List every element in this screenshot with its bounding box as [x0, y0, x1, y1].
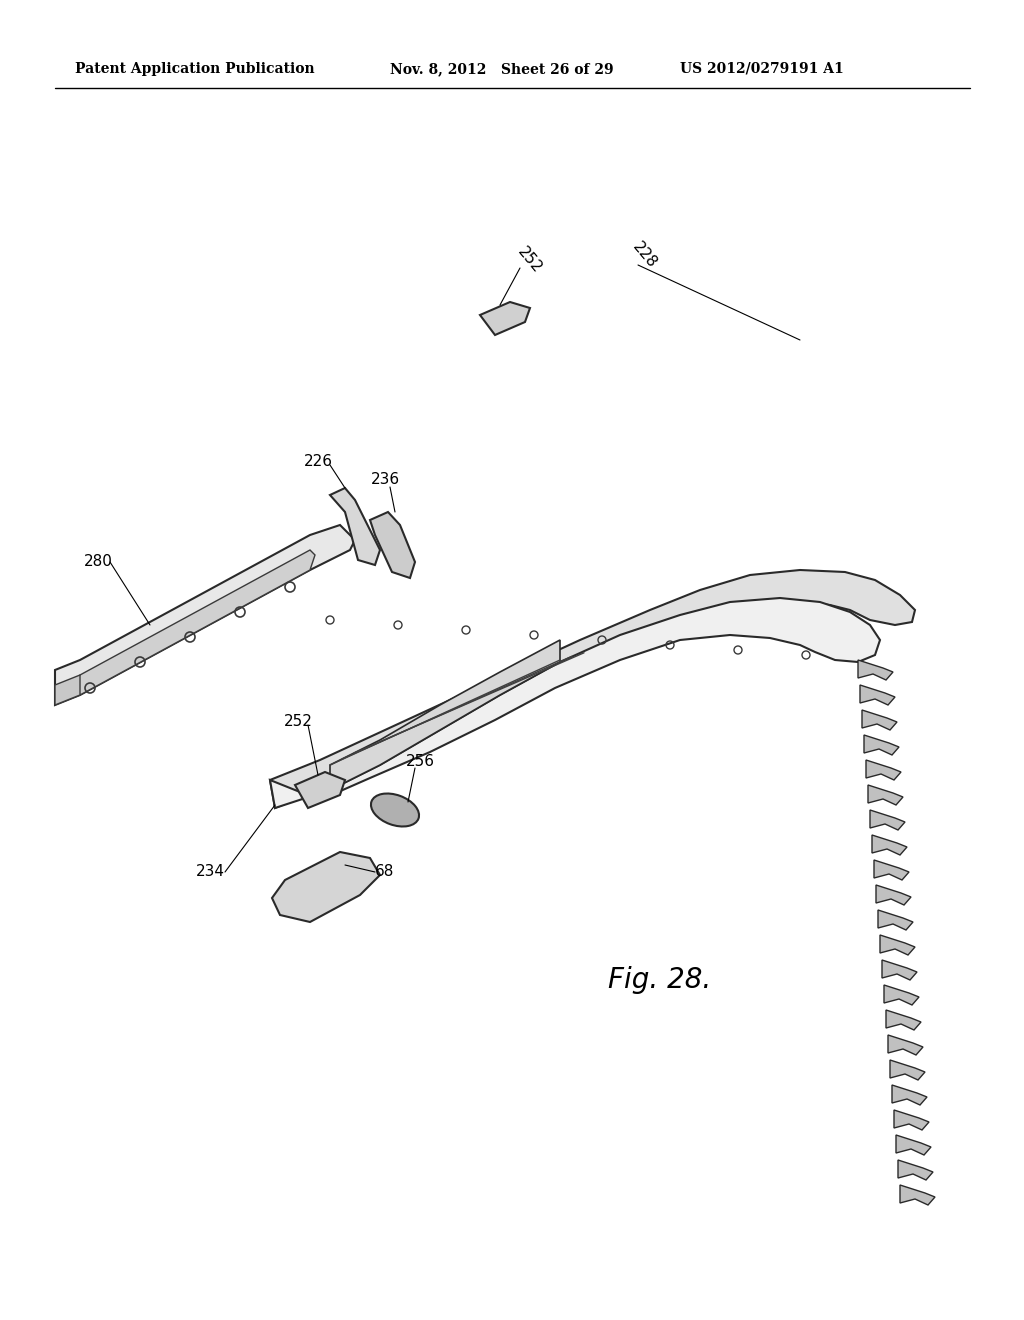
- Text: Fig. 28.: Fig. 28.: [608, 966, 712, 994]
- Ellipse shape: [371, 793, 419, 826]
- Polygon shape: [75, 550, 315, 696]
- Polygon shape: [896, 1135, 931, 1155]
- Text: 228: 228: [630, 239, 660, 271]
- Polygon shape: [876, 884, 911, 906]
- Polygon shape: [272, 851, 380, 921]
- Polygon shape: [894, 1110, 929, 1130]
- Polygon shape: [330, 488, 380, 565]
- Polygon shape: [890, 1060, 925, 1080]
- Polygon shape: [55, 525, 355, 705]
- Polygon shape: [864, 735, 899, 755]
- Text: 256: 256: [406, 755, 434, 770]
- Polygon shape: [870, 810, 905, 830]
- Polygon shape: [860, 685, 895, 705]
- Polygon shape: [295, 772, 345, 808]
- Polygon shape: [55, 675, 80, 705]
- Polygon shape: [888, 1035, 923, 1055]
- Text: 236: 236: [371, 473, 399, 487]
- Polygon shape: [892, 1085, 927, 1105]
- Polygon shape: [270, 570, 915, 808]
- Polygon shape: [884, 985, 919, 1005]
- Polygon shape: [862, 710, 897, 730]
- Polygon shape: [480, 302, 530, 335]
- Polygon shape: [874, 861, 909, 880]
- Text: 280: 280: [84, 554, 113, 569]
- Polygon shape: [270, 598, 880, 808]
- Polygon shape: [370, 512, 415, 578]
- Polygon shape: [878, 909, 913, 931]
- Polygon shape: [872, 836, 907, 855]
- Text: 234: 234: [196, 865, 224, 879]
- Text: US 2012/0279191 A1: US 2012/0279191 A1: [680, 62, 844, 77]
- Text: 252: 252: [284, 714, 312, 730]
- Polygon shape: [882, 960, 918, 979]
- Polygon shape: [898, 1160, 933, 1180]
- Text: Patent Application Publication: Patent Application Publication: [75, 62, 314, 77]
- Polygon shape: [866, 760, 901, 780]
- Polygon shape: [858, 660, 893, 680]
- Polygon shape: [868, 785, 903, 805]
- Text: 252: 252: [515, 244, 545, 276]
- Text: 68: 68: [376, 865, 394, 879]
- Text: 226: 226: [303, 454, 333, 470]
- Text: Nov. 8, 2012   Sheet 26 of 29: Nov. 8, 2012 Sheet 26 of 29: [390, 62, 613, 77]
- Polygon shape: [886, 1010, 921, 1030]
- Polygon shape: [330, 640, 560, 789]
- Polygon shape: [900, 1185, 935, 1205]
- Polygon shape: [880, 935, 915, 954]
